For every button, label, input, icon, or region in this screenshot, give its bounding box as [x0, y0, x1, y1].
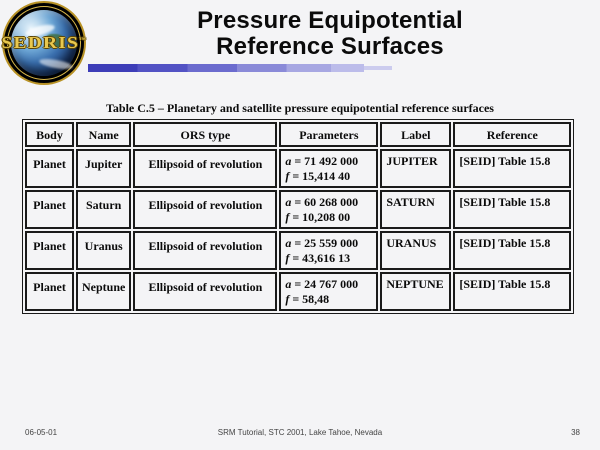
- column-header-reference: Reference: [453, 122, 572, 147]
- ors-type-cell: Ellipsoid of revolution: [133, 149, 278, 188]
- table-row: Planet Uranus Ellipsoid of revolution a = 2…: [25, 231, 572, 270]
- parameter-line: f = 15,414 40: [285, 169, 351, 183]
- title-line-2: Reference Surfaces: [216, 33, 444, 60]
- column-header-parameters: Parameters: [279, 122, 379, 147]
- column-header-label: Label: [380, 122, 452, 147]
- table-row: Planet Saturn Ellipsoid of revolution a = 6…: [25, 190, 572, 229]
- globe-land-decoration: [45, 34, 65, 48]
- table-row: Planet Neptune Ellipsoid of revolution a = …: [25, 272, 572, 311]
- parameter-line: f = 43,616 13: [285, 251, 351, 265]
- body-cell: Planet: [25, 149, 74, 188]
- parameter-line: a = 25 559 000: [285, 236, 359, 250]
- body-cell: Planet: [25, 190, 74, 229]
- table-caption: Table C.5 – Planetary and satellite pres…: [106, 101, 494, 115]
- footer: 06-05-01 SRM Tutorial, STC 2001, Lake Ta…: [0, 428, 600, 440]
- parameter-line: f = 10,208 00: [285, 210, 351, 224]
- ors-type-cell: Ellipsoid of revolution: [133, 272, 278, 311]
- ors-type-cell: Ellipsoid of revolution: [133, 231, 278, 270]
- column-header-name: Name: [76, 122, 132, 147]
- body-cell: Planet: [25, 272, 74, 311]
- label-cell: SATURN: [380, 190, 452, 229]
- parameter-line: a = 24 767 000: [285, 277, 359, 291]
- parameter-line: a = 71 492 000: [285, 154, 359, 168]
- sedris-logo: SEDRIS™: [1, 3, 87, 83]
- reference-cell: [SEID] Table 15.8: [453, 190, 572, 229]
- label-cell: URANUS: [380, 231, 452, 270]
- parameters-cell: a = 25 559 000 f = 43,616 13: [279, 231, 379, 270]
- name-cell: Neptune: [76, 272, 132, 311]
- label-cell: JUPITER: [380, 149, 452, 188]
- column-header-ors-type: ORS type: [133, 122, 278, 147]
- globe-cloud-decoration: [38, 57, 74, 71]
- reference-table: Body Name ORS type Parameters Label Reference…: [22, 119, 575, 314]
- parameters-cell: a = 24 767 000 f = 58,48: [279, 272, 379, 311]
- reference-cell: [SEID] Table 15.8: [453, 231, 572, 270]
- reference-cell: [SEID] Table 15.8: [453, 149, 572, 188]
- reference-cell: [SEID] Table 15.8: [453, 272, 572, 311]
- title-accent-bar: [88, 64, 392, 72]
- name-cell: Saturn: [76, 190, 132, 229]
- column-header-body: Body: [25, 122, 74, 147]
- parameters-cell: a = 71 492 000 f = 15,414 40: [279, 149, 379, 188]
- accent-bar-tail: [364, 66, 392, 70]
- body-cell: Planet: [25, 231, 74, 270]
- name-cell: Uranus: [76, 231, 132, 270]
- table-row: Planet Jupiter Ellipsoid of revolution a = …: [25, 149, 572, 188]
- trademark-symbol: ™: [79, 37, 87, 44]
- footer-date: 06-05-01: [25, 428, 58, 437]
- name-cell: Jupiter: [76, 149, 132, 188]
- ors-type-cell: Ellipsoid of revolution: [133, 190, 278, 229]
- parameter-line: a = 60 268 000: [285, 195, 359, 209]
- parameters-cell: a = 60 268 000 f = 10,208 00: [279, 190, 379, 229]
- logo-text: SEDRIS™: [1, 33, 87, 52]
- parameter-line: f = 58,48: [285, 292, 330, 306]
- table-header-row: Body Name ORS type Parameters Label Reference: [25, 122, 572, 147]
- footer-page-number: 38: [571, 428, 580, 437]
- label-cell: NEPTUNE: [380, 272, 452, 311]
- footer-event-title: SRM Tutorial, STC 2001, Lake Tahoe, Neva…: [217, 428, 383, 437]
- title-line-1: Pressure Equipotential: [197, 7, 463, 34]
- page-title: Pressure Equipotential Reference Surface…: [90, 8, 570, 60]
- globe-icon: [11, 10, 77, 76]
